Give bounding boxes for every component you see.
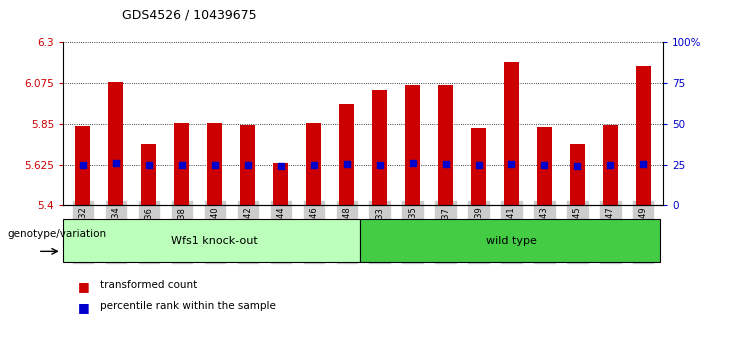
Point [473,162,485,167]
Bar [504,62,519,205]
Bar [372,90,387,205]
Bar [339,104,354,205]
Bar [63,219,360,262]
Bar [636,66,651,205]
Point [373,162,385,167]
Point [77,162,89,167]
Bar [207,123,222,205]
Text: Wfs1 knock-out: Wfs1 knock-out [171,236,258,246]
Bar [537,127,552,205]
Bar [603,125,618,205]
Point [275,164,287,169]
Bar [76,126,90,205]
Point [143,162,155,167]
Point [505,161,517,167]
Point [308,162,319,167]
Bar [108,82,123,205]
Point [209,162,221,167]
Text: transformed count: transformed count [100,280,197,290]
Bar [240,125,255,205]
Bar [405,85,420,205]
Text: genotype/variation: genotype/variation [7,229,107,239]
Point [176,162,187,167]
Point [242,162,253,167]
Point [407,160,419,166]
Bar [360,219,660,262]
Point [571,164,583,169]
Bar [306,123,321,205]
Point [637,161,649,166]
Bar [174,123,189,205]
Bar [438,85,453,205]
Point [539,162,551,167]
Bar [142,144,156,205]
Point [341,161,353,167]
Point [439,161,451,167]
Bar [570,144,585,205]
Point [605,162,617,167]
Text: percentile rank within the sample: percentile rank within the sample [100,301,276,311]
Point [110,160,122,166]
Text: wild type: wild type [486,236,537,246]
Bar [471,127,486,205]
Text: ■: ■ [78,301,90,314]
Text: ■: ■ [78,280,90,293]
Text: GDS4526 / 10439675: GDS4526 / 10439675 [122,8,257,21]
Bar [273,163,288,205]
